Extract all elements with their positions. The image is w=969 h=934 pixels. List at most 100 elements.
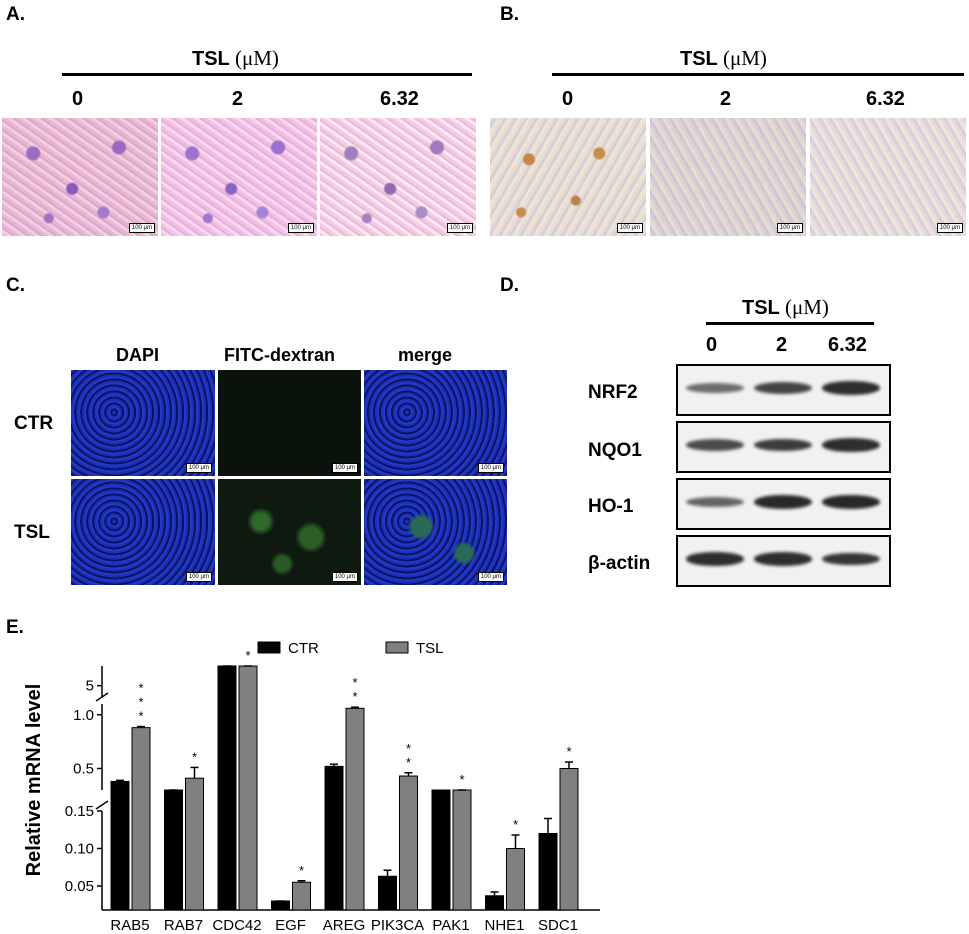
significance-mark: * xyxy=(138,709,143,724)
bar-tsl-cdc42 xyxy=(238,665,258,911)
blot-bactin xyxy=(676,535,891,587)
x-tick-label: CDC42 xyxy=(212,917,261,934)
significance-mark: * xyxy=(406,741,411,756)
conc-d-2: 2 xyxy=(776,334,788,356)
significance-mark: * xyxy=(299,863,304,878)
tsl-header-b: TSL (μM) xyxy=(680,46,767,70)
y-tick-label: 0.05 xyxy=(65,878,94,895)
band-nqo1-0 xyxy=(686,439,744,451)
fitc-tsl: 100 μm xyxy=(218,479,361,585)
ihc-image-2: 100 μm xyxy=(650,118,806,236)
tsl-header-a: TSL (μM) xyxy=(192,46,279,70)
band-bactin-2 xyxy=(822,552,880,566)
bar-ctr-areg xyxy=(324,765,344,911)
bar-tsl-sdc1 xyxy=(559,768,579,911)
x-tick-label: RAB7 xyxy=(164,917,203,934)
significance-mark: * xyxy=(138,681,143,696)
band-nrf2-2 xyxy=(822,381,880,395)
band-nrf2-1 xyxy=(754,382,812,394)
significance-mark: * xyxy=(406,755,411,770)
significance-mark: * xyxy=(566,744,571,759)
conc-b-2: 2 xyxy=(720,88,732,110)
axis-break-mark xyxy=(95,692,109,702)
y-tick-label: 0.10 xyxy=(65,841,94,858)
bar-ctr-egf xyxy=(271,900,290,911)
band-bactin-0 xyxy=(686,552,744,566)
panel-label-d: D. xyxy=(500,275,519,296)
col-label-fitc: FITC-dextran xyxy=(224,345,336,365)
blot-ho1 xyxy=(676,478,891,530)
significance-mark: * xyxy=(352,675,357,690)
band-nqo1-2 xyxy=(822,438,880,452)
ihc-image-632: 100 μm xyxy=(810,118,966,236)
x-tick-label: RAB5 xyxy=(110,917,149,934)
conc-b-632: 6.32 xyxy=(866,88,905,110)
band-nrf2-0 xyxy=(686,383,744,393)
panel-label-e: E. xyxy=(6,617,24,638)
panel-label-c: C. xyxy=(6,275,25,296)
bar-tsl-pik3ca xyxy=(399,775,418,911)
y-tick-label: 1.0 xyxy=(73,707,94,724)
significance-mark: * xyxy=(245,648,250,663)
band-ho1-0 xyxy=(686,497,744,507)
significance-mark: * xyxy=(138,695,143,710)
bar-ctr-rab5 xyxy=(110,780,130,911)
y-axis-label: Relative mRNA level xyxy=(23,684,45,877)
bar-tsl-egf xyxy=(292,881,311,911)
bar-ctr-sdc1 xyxy=(538,833,558,911)
protein-label-nrf2: NRF2 xyxy=(588,382,638,403)
row-label-ctr: CTR xyxy=(14,413,54,434)
band-nqo1-1 xyxy=(754,438,812,452)
header-line-a xyxy=(62,73,472,76)
conc-b-0: 0 xyxy=(562,88,574,110)
bar-ctr-nhe1 xyxy=(485,895,504,911)
significance-mark: * xyxy=(192,749,197,764)
x-tick-label: EGF xyxy=(275,917,306,934)
legend-label-ctr: CTR xyxy=(288,640,319,657)
bar-tsl-nhe1 xyxy=(506,848,525,911)
row-label-tsl: TSL xyxy=(14,522,50,543)
conc-a-0: 0 xyxy=(72,88,84,110)
conc-d-0: 0 xyxy=(706,334,718,356)
protein-label-nqo1: NQO1 xyxy=(588,440,642,461)
fitc-ctr: 100 μm xyxy=(218,370,361,476)
tsl-header-d: TSL (μM) xyxy=(742,295,829,319)
legend-swatch-ctr xyxy=(257,641,281,654)
x-tick-label: NHE1 xyxy=(484,917,524,934)
header-line-b xyxy=(552,73,964,76)
col-label-merge: merge xyxy=(398,345,453,365)
protein-label-bactin: β-actin xyxy=(588,553,651,574)
protein-label-ho1: HO-1 xyxy=(588,496,634,517)
x-tick-label: PAK1 xyxy=(432,917,469,934)
bar-ctr-pik3ca xyxy=(378,875,397,911)
bar-tsl-rab5 xyxy=(131,727,151,911)
y-tick-label: 0.5 xyxy=(73,761,94,778)
x-tick-label: AREG xyxy=(323,917,366,934)
blot-nqo1 xyxy=(676,421,891,473)
band-ho1-1 xyxy=(754,495,812,509)
merge-ctr: 100 μm xyxy=(364,370,507,476)
ihc-image-0: 100 μm xyxy=(490,118,646,236)
bar-ctr-cdc42 xyxy=(217,665,237,911)
y-tick-label: 0.15 xyxy=(65,803,94,820)
conc-a-632: 6.32 xyxy=(380,88,419,110)
legend-label-tsl: TSL xyxy=(416,640,444,657)
panel-label-a: A. xyxy=(6,4,25,25)
merge-tsl: 100 μm xyxy=(364,479,507,585)
conc-d-632: 6.32 xyxy=(828,334,867,356)
bar-tsl-pak1 xyxy=(452,789,472,911)
dapi-tsl: 100 μm xyxy=(71,479,215,585)
panel-label-b: B. xyxy=(500,4,519,25)
axis-break-mark xyxy=(95,800,109,810)
dapi-ctr: 100 μm xyxy=(71,370,215,476)
x-tick-label: PIK3CA xyxy=(371,917,424,934)
legend-swatch-tsl xyxy=(385,641,409,654)
bar-tsl-rab7 xyxy=(185,777,204,911)
conc-a-2: 2 xyxy=(232,88,244,110)
x-tick-label: SDC1 xyxy=(538,917,578,934)
significance-mark: * xyxy=(459,772,464,787)
band-bactin-1 xyxy=(754,552,812,566)
bar-ctr-rab7 xyxy=(164,789,183,911)
y-tick-label: 5 xyxy=(86,678,94,695)
